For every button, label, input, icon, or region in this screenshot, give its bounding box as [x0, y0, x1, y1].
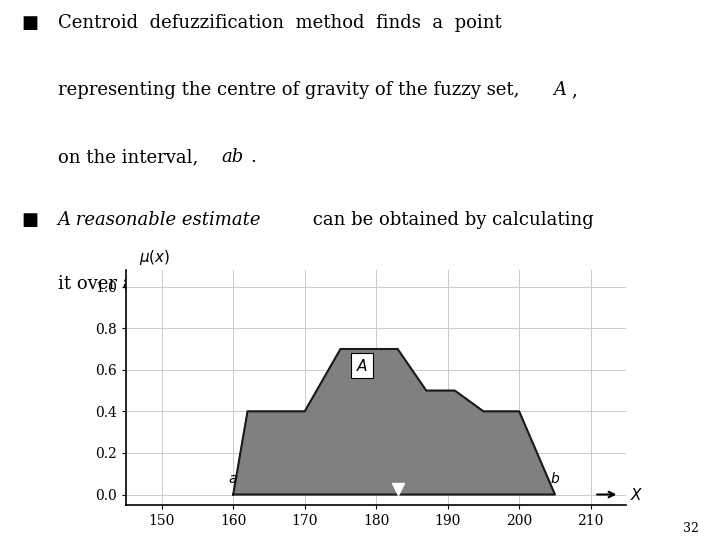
- Text: A reasonable estimate: A reasonable estimate: [58, 211, 261, 228]
- Text: $A$: $A$: [356, 357, 368, 374]
- Text: on the interval,: on the interval,: [58, 148, 204, 166]
- Text: $X$: $X$: [630, 487, 644, 503]
- Text: ab: ab: [222, 148, 244, 166]
- Text: $b$: $b$: [550, 471, 560, 486]
- Text: ■: ■: [22, 14, 39, 31]
- Text: $a$: $a$: [228, 472, 238, 486]
- Text: A: A: [553, 81, 567, 99]
- Text: $\mu(x)$: $\mu(x)$: [139, 248, 171, 267]
- Text: ■: ■: [22, 211, 39, 228]
- Polygon shape: [233, 349, 555, 495]
- Text: it over a sample of points.: it over a sample of points.: [58, 275, 295, 293]
- Text: 32: 32: [683, 522, 698, 535]
- Text: can be obtained by calculating: can be obtained by calculating: [307, 211, 594, 228]
- Text: representing the centre of gravity of the fuzzy set,: representing the centre of gravity of th…: [58, 81, 525, 99]
- Text: .: .: [251, 148, 256, 166]
- Text: Centroid  defuzzification  method  finds  a  point: Centroid defuzzification method finds a …: [58, 14, 501, 31]
- Text: ,: ,: [571, 81, 577, 99]
